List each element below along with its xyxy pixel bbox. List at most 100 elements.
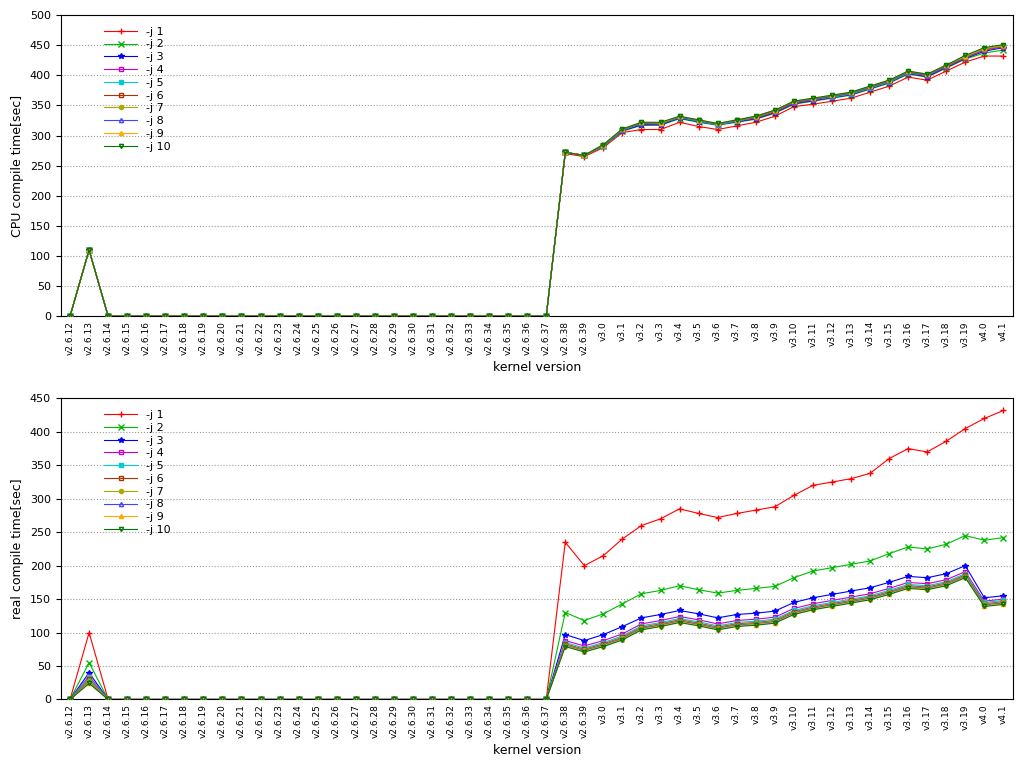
-j 2 [63, 695, 76, 704]
-j 8 [83, 677, 95, 687]
-j 8 [159, 695, 171, 704]
Legend: -j 1, -j 2, -j 3, -j 4, -j 5, -j 6, -j 7, -j 8, -j 9, -j 10: -j 1, -j 2, -j 3, -j 4, -j 5, -j 6, -j 7… [104, 27, 171, 152]
-j 7 [883, 588, 895, 597]
-j 9 [254, 312, 266, 321]
-j 4 [750, 614, 762, 624]
-j 2 [464, 695, 476, 704]
-j 3 [616, 126, 629, 135]
-j 9 [236, 312, 248, 321]
-j 7 [369, 312, 381, 321]
-j 10 [483, 312, 496, 321]
-j 9 [902, 67, 914, 76]
-j 5 [407, 695, 419, 704]
-j 7 [293, 312, 305, 321]
-j 1 [540, 695, 552, 704]
-j 6 [464, 695, 476, 704]
-j 4 [883, 584, 895, 593]
-j 3 [940, 569, 952, 578]
-j 1 [483, 312, 496, 321]
-j 9 [521, 695, 534, 704]
-j 10 [579, 647, 591, 657]
-j 7 [198, 695, 210, 704]
-j 1 [293, 695, 305, 704]
-j 1 [692, 509, 705, 518]
-j 5 [674, 113, 686, 122]
-j 9 [959, 51, 972, 61]
-j 10 [864, 81, 877, 91]
-j 2 [635, 121, 647, 130]
-j 1 [540, 312, 552, 321]
-j 2 [902, 70, 914, 79]
Line: -j 2: -j 2 [68, 533, 1007, 702]
-j 7 [369, 695, 381, 704]
-j 7 [940, 61, 952, 71]
-j 5 [349, 312, 361, 321]
-j 4 [407, 312, 419, 321]
-j 1 [254, 312, 266, 321]
-j 7 [825, 91, 838, 101]
-j 8 [864, 594, 877, 603]
-j 2 [407, 312, 419, 321]
-j 8 [426, 312, 438, 321]
-j 8 [997, 41, 1010, 50]
-j 9 [464, 312, 476, 321]
-j 5 [102, 695, 115, 704]
-j 9 [426, 312, 438, 321]
-j 5 [597, 141, 609, 151]
-j 5 [921, 581, 933, 591]
-j 10 [83, 679, 95, 688]
-j 1 [83, 628, 95, 637]
-j 2 [712, 121, 724, 130]
-j 2 [331, 695, 343, 704]
-j 4 [102, 695, 115, 704]
-j 3 [369, 695, 381, 704]
-j 1 [464, 312, 476, 321]
-j 2 [883, 78, 895, 88]
-j 2 [521, 312, 534, 321]
-j 1 [140, 695, 153, 704]
-j 1 [293, 312, 305, 321]
-j 6 [483, 695, 496, 704]
-j 3 [712, 120, 724, 129]
-j 3 [102, 312, 115, 321]
-j 1 [159, 695, 171, 704]
-j 7 [845, 88, 857, 98]
-j 10 [902, 584, 914, 593]
-j 10 [712, 119, 724, 128]
-j 3 [444, 695, 457, 704]
-j 4 [712, 120, 724, 129]
-j 4 [464, 695, 476, 704]
-j 1 [712, 125, 724, 134]
-j 6 [388, 312, 400, 321]
-j 2 [597, 609, 609, 618]
Y-axis label: real compile time[sec]: real compile time[sec] [11, 478, 25, 619]
-j 10 [388, 312, 400, 321]
-j 8 [502, 695, 514, 704]
-j 8 [273, 312, 286, 321]
-j 2 [273, 312, 286, 321]
-j 4 [178, 695, 190, 704]
-j 1 [407, 312, 419, 321]
-j 1 [769, 111, 781, 121]
-j 2 [349, 695, 361, 704]
-j 5 [845, 594, 857, 604]
-j 5 [540, 695, 552, 704]
-j 3 [692, 609, 705, 618]
-j 4 [407, 695, 419, 704]
-j 1 [730, 509, 742, 518]
-j 7 [921, 583, 933, 592]
-j 5 [331, 695, 343, 704]
-j 6 [407, 695, 419, 704]
-j 1 [63, 312, 76, 321]
-j 2 [864, 556, 877, 565]
-j 10 [730, 115, 742, 124]
-j 8 [769, 106, 781, 115]
-j 3 [674, 606, 686, 615]
Line: -j 7: -j 7 [68, 44, 1006, 318]
-j 5 [940, 577, 952, 586]
-j 5 [178, 695, 190, 704]
-j 3 [654, 610, 667, 619]
-j 4 [369, 695, 381, 704]
-j 5 [83, 245, 95, 254]
-j 2 [997, 45, 1010, 55]
